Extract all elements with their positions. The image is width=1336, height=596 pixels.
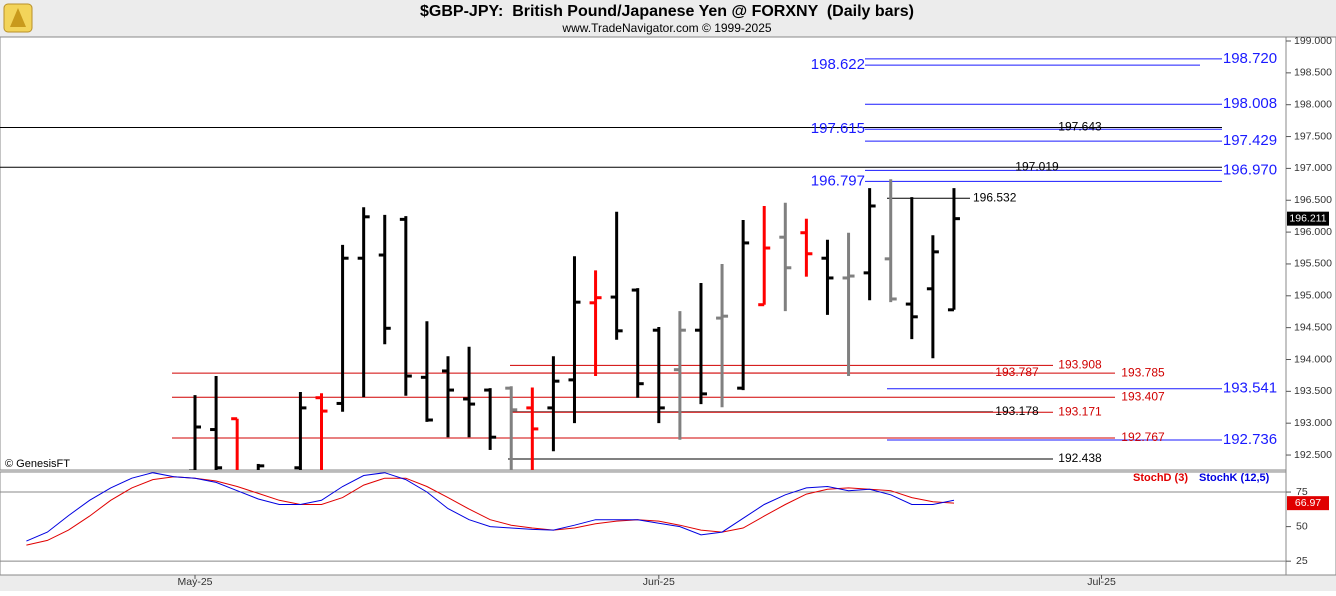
levels [0, 58, 1222, 460]
y-tick-label: 25 [1296, 555, 1308, 567]
last-price-box [1287, 211, 1329, 226]
y-tick-label: 197.500 [1294, 130, 1332, 142]
y-tick-label: 199.000 [1294, 35, 1332, 47]
level-label: 193.171 [1058, 404, 1102, 418]
x-tick-label: Jun-25 [643, 576, 675, 588]
y-tick-label: 197.000 [1294, 162, 1332, 174]
level-label: 197.643 [1058, 120, 1102, 134]
last-price-label: 196.211 [1289, 212, 1326, 224]
logo [3, 3, 33, 33]
y-tick-label: 75 [1296, 486, 1308, 498]
level-label: 192.736 [1223, 431, 1277, 448]
legend-entry: StochD (3) [1133, 472, 1188, 484]
level-label: 193.541 [1223, 380, 1277, 397]
level-label: 196.970 [1223, 161, 1277, 178]
level-label: 193.908 [1058, 358, 1102, 372]
x-tick-label: Jul-25 [1087, 576, 1116, 588]
x-tick-label: May-25 [178, 576, 213, 588]
level-label: 197.615 [811, 120, 865, 137]
chart-subtitle: www.TradeNavigator.com © 1999-2025 [561, 21, 771, 35]
last-value-box [1287, 496, 1329, 511]
level-label: 198.008 [1223, 95, 1277, 112]
y-tick-label: 50 [1296, 520, 1308, 532]
y-tick-label: 194.000 [1294, 353, 1332, 365]
level-label: 193.785 [1121, 365, 1165, 379]
axes: 199.000 198.500 198.000 197.500 197.000 196.5… [178, 35, 1333, 588]
level-label: 192.767 [1121, 430, 1165, 444]
stoch-panel [0, 471, 1287, 576]
level-label: 198.720 [1223, 50, 1277, 67]
level-label: 193.787 [995, 365, 1039, 379]
y-tick-label: 198.000 [1294, 98, 1332, 110]
y-tick-label: 193.500 [1294, 385, 1332, 397]
y-tick-label: 196.000 [1294, 226, 1332, 238]
stochastic [0, 472, 1286, 562]
price-panel [0, 36, 1287, 471]
y-tick-label: 195.000 [1294, 290, 1332, 302]
y-tick-label: 192.500 [1294, 449, 1332, 461]
legend-entry: StochK (12,5) [1199, 472, 1270, 484]
y-tick-label: 194.500 [1294, 321, 1332, 333]
level-label: 196.797 [811, 172, 865, 189]
y-axis-area [1285, 36, 1336, 576]
y-tick-label: 193.000 [1294, 417, 1332, 429]
level-label: 198.622 [811, 56, 865, 73]
level-label: 196.532 [973, 190, 1017, 204]
level-label: 192.438 [1058, 451, 1102, 465]
level-label: 197.429 [1223, 132, 1277, 149]
y-tick-label: 196.500 [1294, 194, 1332, 206]
level-label: 193.178 [995, 404, 1039, 418]
bars [189, 179, 960, 470]
watermark: © GenesisFT [5, 458, 70, 470]
level-label: 193.407 [1121, 389, 1165, 403]
level-label: 197.019 [1015, 159, 1059, 173]
last-value-label: 66.97 [1295, 497, 1321, 509]
y-tick-label: 195.500 [1294, 258, 1332, 270]
y-tick-label: 198.500 [1294, 67, 1332, 79]
stoch-line [26, 472, 955, 542]
chart-title: $GBP-JPY: British Pound/Japanese Yen @ F… [420, 3, 914, 20]
